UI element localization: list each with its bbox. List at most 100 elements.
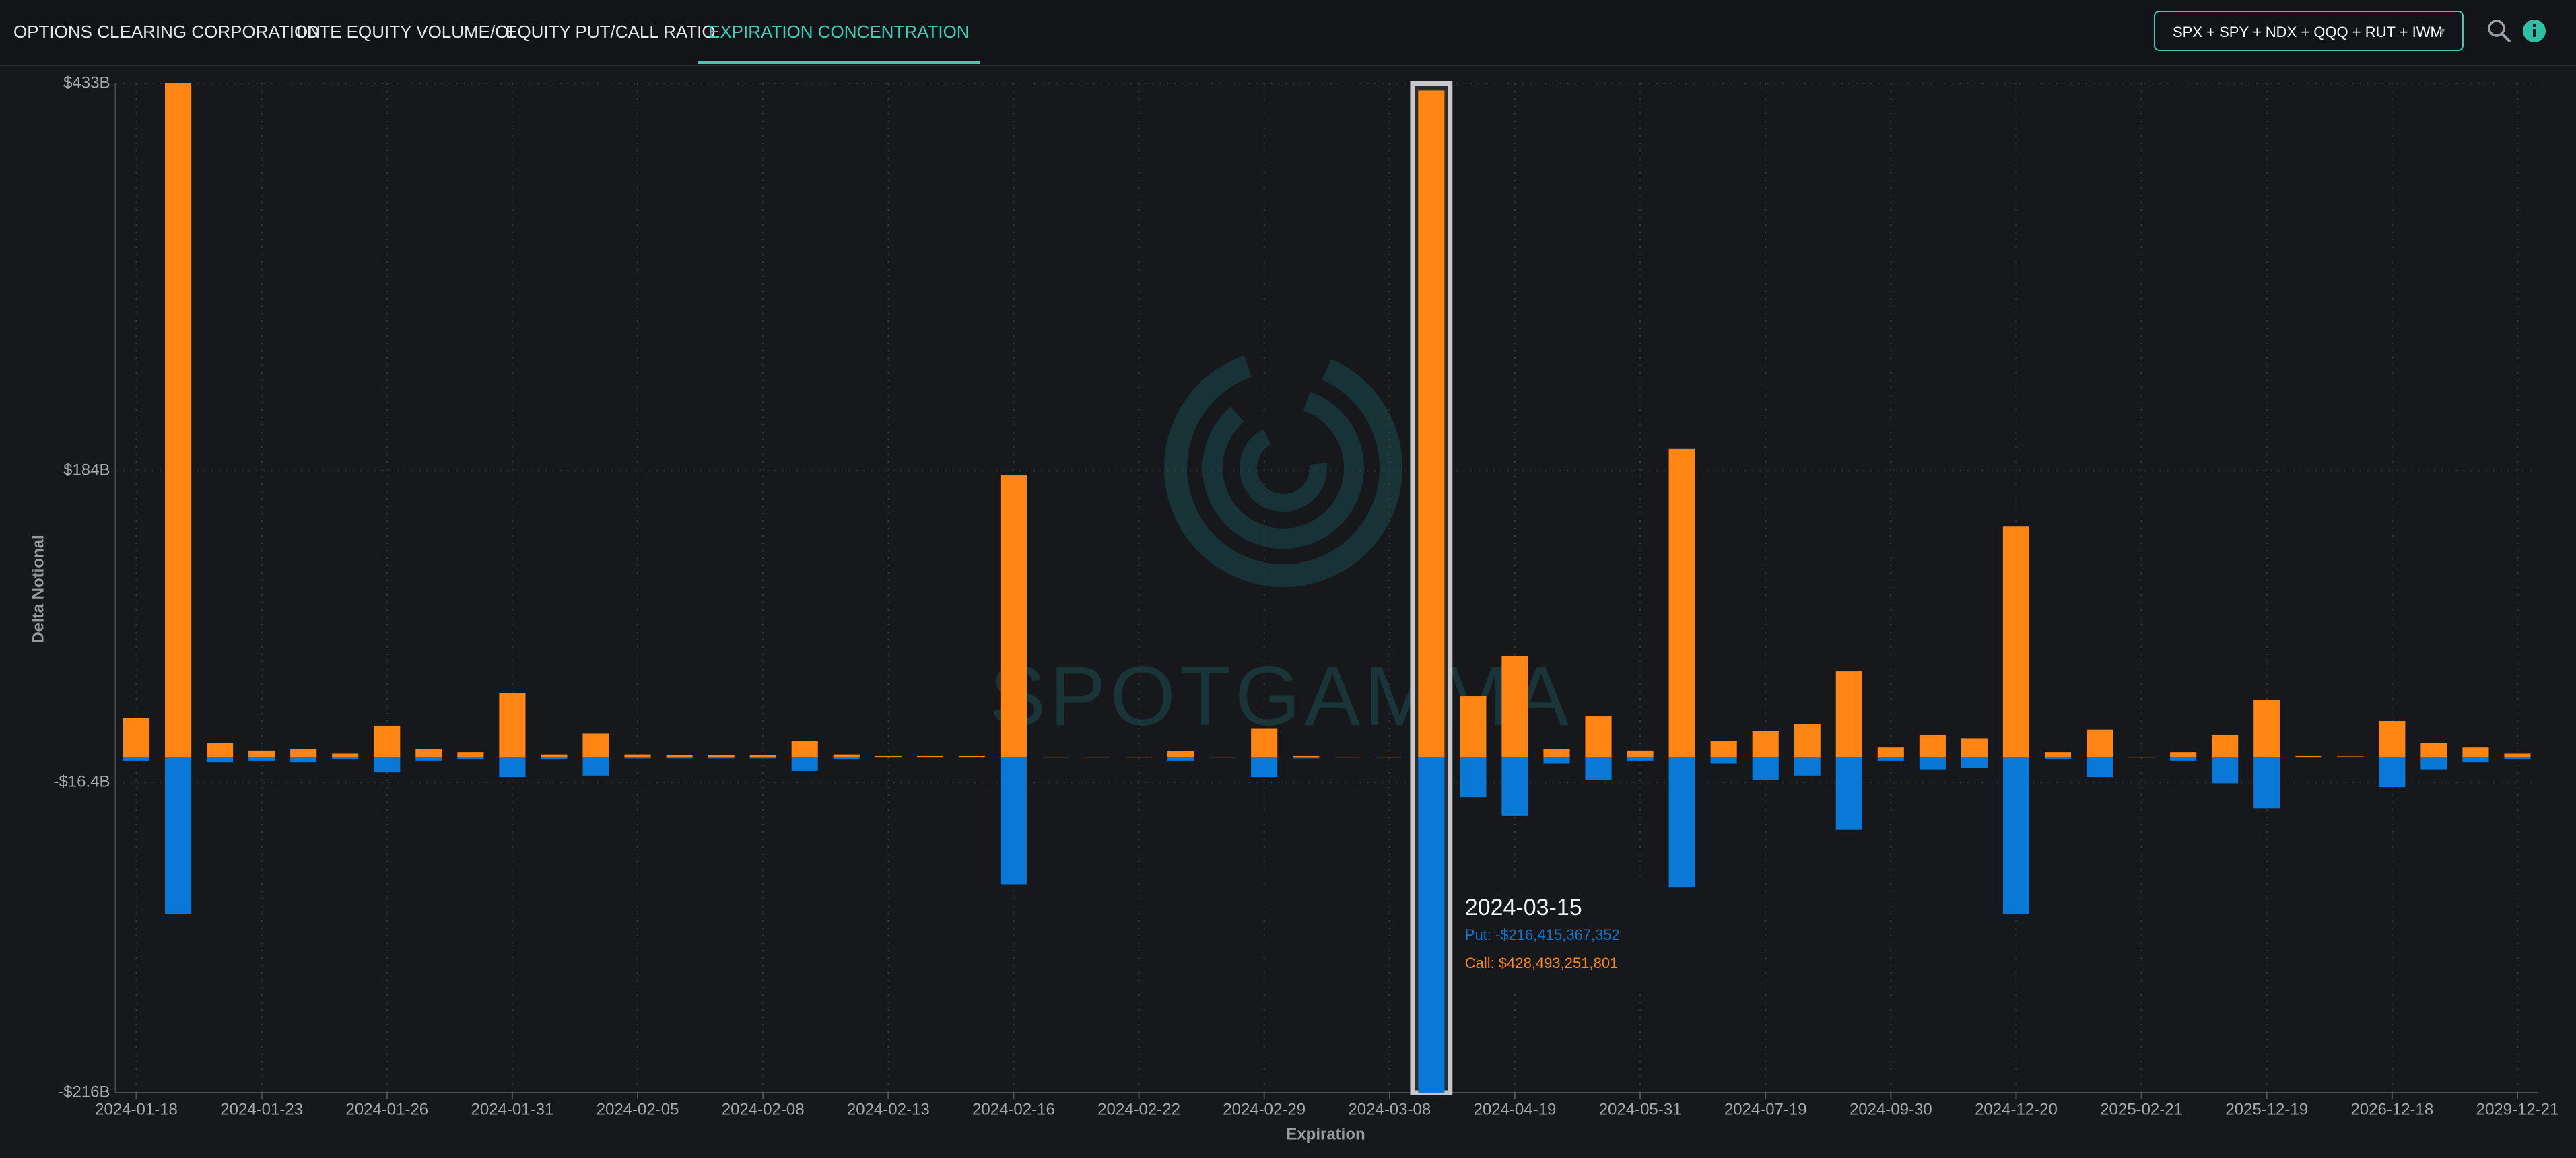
bar — [415, 757, 442, 761]
y-tick-label: -$216B — [58, 1083, 110, 1101]
nav-tab[interactable]: EXPIRATION CONCENTRATION — [708, 22, 970, 42]
x-tick-label: 2029-12-21 — [2476, 1100, 2559, 1118]
bar — [499, 693, 526, 757]
bar — [2379, 757, 2406, 788]
x-tick-label: 2024-09-30 — [1850, 1100, 1932, 1118]
bar — [1710, 741, 1737, 757]
bar — [374, 757, 401, 773]
bar — [1668, 448, 1695, 757]
info-icon[interactable] — [2521, 18, 2548, 44]
bar — [2044, 752, 2072, 757]
bar — [1460, 696, 1487, 757]
bar — [2420, 743, 2447, 757]
bar — [708, 755, 735, 757]
bar — [123, 757, 150, 761]
bar — [1961, 757, 1988, 768]
x-tick-label: 2024-03-08 — [1348, 1100, 1431, 1118]
bar — [1418, 90, 1445, 757]
bar — [666, 757, 693, 759]
bar — [1668, 757, 1695, 888]
bar — [2212, 735, 2239, 757]
bar — [875, 755, 902, 757]
bar — [165, 757, 192, 914]
x-tick-label: 2025-12-19 — [2225, 1100, 2308, 1118]
active-underline — [698, 61, 980, 64]
bar — [1167, 751, 1194, 757]
x-tick-label: 2024-01-26 — [345, 1100, 428, 1118]
bar — [1543, 749, 1570, 757]
bar — [791, 741, 818, 757]
bar — [2462, 747, 2489, 757]
bar — [1835, 671, 1862, 757]
watermark-logo — [1164, 349, 1402, 587]
bar — [2504, 753, 2531, 757]
bar — [2087, 757, 2113, 778]
bar — [2420, 757, 2447, 770]
bar — [332, 757, 359, 759]
bar — [541, 754, 568, 757]
bar — [374, 725, 401, 757]
nav-tab[interactable]: 0DTE EQUITY VOLUME/OI — [297, 22, 514, 42]
tooltip-line: Call: $428,493,251,801 — [1465, 955, 1619, 972]
bar — [207, 743, 234, 757]
bar — [2170, 752, 2197, 757]
bar — [1000, 475, 1027, 757]
nav-tab[interactable]: OPTIONS CLEARING CORPORATION — [13, 22, 321, 42]
x-tick-label: 2024-01-18 — [95, 1100, 178, 1118]
bar — [2087, 729, 2113, 757]
bar — [624, 754, 651, 757]
bar — [958, 755, 985, 757]
selector-text: SPX + SPY + NDX + QQQ + RUT + IWM — [2173, 24, 2443, 40]
bar — [1961, 738, 1988, 757]
bar — [582, 757, 609, 776]
bar — [207, 757, 234, 763]
bar — [916, 755, 943, 757]
y-tick-label: $184B — [63, 461, 110, 479]
bar — [1251, 757, 1278, 778]
x-tick-label: 2024-02-29 — [1223, 1100, 1306, 1118]
bar — [1585, 757, 1612, 780]
bar — [1794, 757, 1821, 776]
symbol-selector[interactable]: SPX + SPY + NDX + QQQ + RUT + IWM ▼ — [2154, 11, 2464, 51]
bar — [1835, 757, 1862, 830]
header: OPTIONS CLEARING CORPORATION 0DTE EQUITY … — [0, 0, 2576, 66]
bar — [833, 754, 860, 757]
bar — [1919, 735, 1946, 757]
x-tick-label: 2024-07-19 — [1724, 1100, 1807, 1118]
bar — [2379, 720, 2406, 757]
bar — [708, 757, 735, 759]
bar — [624, 757, 651, 759]
bar — [2462, 757, 2489, 763]
search-icon[interactable] — [2486, 18, 2513, 44]
x-tick-label: 2024-12-20 — [1975, 1100, 2058, 1118]
bar — [2002, 757, 2030, 914]
bar — [123, 718, 150, 757]
bar — [1752, 757, 1779, 780]
bar — [1501, 655, 1528, 757]
bar — [2002, 526, 2030, 757]
bar — [749, 757, 776, 759]
x-tick-label: 2024-01-23 — [220, 1100, 303, 1118]
bar — [1000, 757, 1027, 885]
bar — [1627, 757, 1654, 761]
bar — [290, 749, 317, 757]
bar — [2170, 757, 2197, 761]
bar — [499, 757, 526, 778]
x-tick-label: 2024-02-16 — [972, 1100, 1055, 1118]
y-axis-label: Delta Notional — [29, 535, 47, 643]
x-tick-label: 2024-02-08 — [722, 1100, 805, 1118]
bar — [2253, 757, 2280, 809]
x-tick-label: 2026-12-18 — [2350, 1100, 2433, 1118]
bar — [1293, 755, 1320, 757]
bar — [1877, 757, 1904, 761]
bar — [666, 755, 693, 757]
nav-tab[interactable]: EQUITY PUT/CALL RATIO — [506, 22, 716, 42]
bar — [1877, 747, 1904, 757]
x-tick-label: 2024-02-05 — [597, 1100, 679, 1118]
bar — [749, 755, 776, 757]
bar — [1752, 730, 1779, 757]
bar — [833, 757, 860, 759]
bar — [791, 757, 818, 771]
